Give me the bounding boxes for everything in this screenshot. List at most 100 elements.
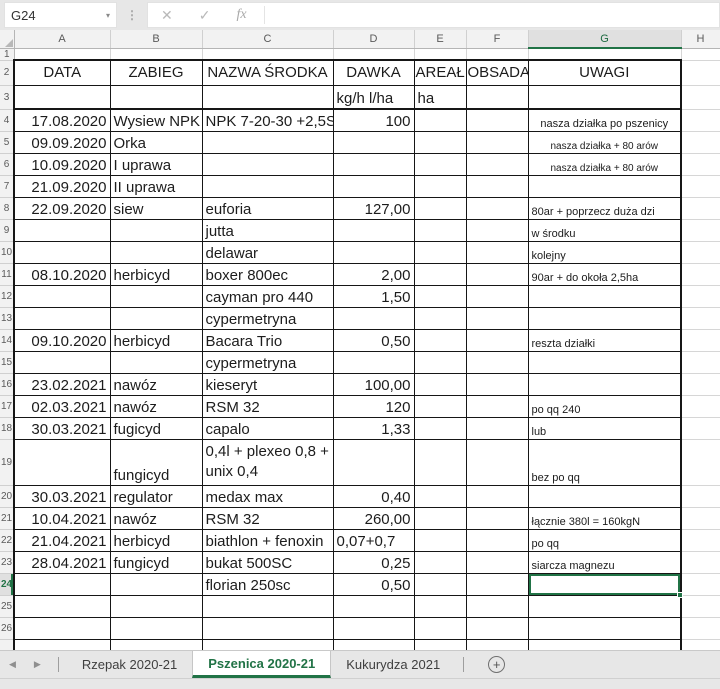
cell-A18[interactable]: 30.03.2021 (13, 417, 111, 440)
cell-G9[interactable]: w środku (528, 219, 682, 242)
cell-G22[interactable]: po qq (528, 529, 682, 552)
cell-G19[interactable]: bez po qq (528, 439, 682, 486)
cell-G14[interactable]: reszta działki (528, 329, 682, 352)
cell-C18[interactable]: capalo (202, 417, 334, 440)
cell-C10[interactable]: delawar (202, 241, 334, 264)
cell-C6[interactable] (202, 153, 334, 176)
cell-B18[interactable]: fugicyd (110, 417, 203, 440)
tab-scroll-left-icon[interactable]: ◀ (9, 659, 16, 669)
cell-G13[interactable] (528, 307, 682, 330)
cell-F6[interactable] (466, 153, 529, 176)
cell-A6[interactable]: 10.09.2020 (13, 153, 111, 176)
cell-D19[interactable] (333, 439, 415, 486)
cell-F10[interactable] (466, 241, 529, 264)
cell-E11[interactable] (414, 263, 467, 286)
column-header-G[interactable]: G (528, 30, 682, 49)
row-header-5[interactable]: 5 (0, 131, 15, 154)
cell-H5[interactable] (681, 131, 720, 154)
cell-A16[interactable]: 23.02.2021 (13, 373, 111, 396)
cell-D8[interactable]: 127,00 (333, 197, 415, 220)
cell-H17[interactable] (681, 395, 720, 418)
cell-E25[interactable] (414, 595, 467, 618)
row-header-20[interactable]: 20 (0, 485, 15, 508)
cell-B1[interactable] (110, 48, 203, 60)
cell-G1[interactable] (528, 48, 682, 60)
cell-G12[interactable] (528, 285, 682, 308)
cell-G25[interactable] (528, 595, 682, 618)
cell-A11[interactable]: 08.10.2020 (13, 263, 111, 286)
cell-F26[interactable] (466, 617, 529, 640)
cell-B14[interactable]: herbicyd (110, 329, 203, 352)
cell-F13[interactable] (466, 307, 529, 330)
cell-B19[interactable]: fungicyd (110, 439, 203, 486)
cell-B26[interactable] (110, 617, 203, 640)
cell-A26[interactable] (13, 617, 111, 640)
cell-G7[interactable] (528, 175, 682, 198)
cell-H3[interactable] (681, 85, 720, 110)
row-header-26[interactable]: 26 (0, 617, 15, 640)
cell-H12[interactable] (681, 285, 720, 308)
cell-D22[interactable]: 0,07+0,7 (333, 529, 415, 552)
cell-C20[interactable]: medax max (202, 485, 334, 508)
cell-F15[interactable] (466, 351, 529, 374)
enter-icon[interactable]: ✓ (198, 6, 211, 23)
cell-A20[interactable]: 30.03.2021 (13, 485, 111, 508)
cell-G4[interactable]: nasza działka po pszenicy (528, 109, 682, 132)
cell-D12[interactable]: 1,50 (333, 285, 415, 308)
cell-D11[interactable]: 2,00 (333, 263, 415, 286)
sheet-tab-pszenica-2020-21[interactable]: Pszenica 2020-21 (192, 651, 332, 678)
cell-H18[interactable] (681, 417, 720, 440)
cell-C3[interactable] (202, 85, 334, 110)
cell-C24[interactable]: florian 250sc (202, 573, 334, 596)
row-header-10[interactable]: 10 (0, 241, 15, 264)
cell-E5[interactable] (414, 131, 467, 154)
column-header-D[interactable]: D (333, 30, 415, 49)
cell-D14[interactable]: 0,50 (333, 329, 415, 352)
cell-A15[interactable] (13, 351, 111, 374)
cell-B10[interactable] (110, 241, 203, 264)
cell-H10[interactable] (681, 241, 720, 264)
cell-B16[interactable]: nawóz (110, 373, 203, 396)
cell-E7[interactable] (414, 175, 467, 198)
cell-D23[interactable]: 0,25 (333, 551, 415, 574)
cell-B13[interactable] (110, 307, 203, 330)
cell-D5[interactable] (333, 131, 415, 154)
cell-B17[interactable]: nawóz (110, 395, 203, 418)
cell-A14[interactable]: 09.10.2020 (13, 329, 111, 352)
cell-A27[interactable] (13, 639, 111, 650)
cell-H26[interactable] (681, 617, 720, 640)
cell-H16[interactable] (681, 373, 720, 396)
cell-C27[interactable] (202, 639, 334, 650)
cell-D17[interactable]: 120 (333, 395, 415, 418)
cell-A12[interactable] (13, 285, 111, 308)
cell-C13[interactable]: cypermetryna (202, 307, 334, 330)
cell-D10[interactable] (333, 241, 415, 264)
cell-A24[interactable] (13, 573, 111, 596)
cell-C14[interactable]: Bacara Trio (202, 329, 334, 352)
column-header-F[interactable]: F (466, 30, 529, 49)
cell-G26[interactable] (528, 617, 682, 640)
cell-E18[interactable] (414, 417, 467, 440)
cell-D6[interactable] (333, 153, 415, 176)
row-header-23[interactable]: 23 (0, 551, 15, 574)
cell-A7[interactable]: 21.09.2020 (13, 175, 111, 198)
cell-A22[interactable]: 21.04.2021 (13, 529, 111, 552)
row-header-4[interactable]: 4 (0, 109, 15, 132)
cell-D2[interactable]: DAWKA (333, 59, 415, 86)
cell-F22[interactable] (466, 529, 529, 552)
cell-A23[interactable]: 28.04.2021 (13, 551, 111, 574)
column-header-C[interactable]: C (202, 30, 334, 49)
cell-A5[interactable]: 09.09.2020 (13, 131, 111, 154)
cell-F20[interactable] (466, 485, 529, 508)
cell-A25[interactable] (13, 595, 111, 618)
cell-A8[interactable]: 22.09.2020 (13, 197, 111, 220)
row-header-16[interactable]: 16 (0, 373, 15, 396)
cell-D15[interactable] (333, 351, 415, 374)
cell-F24[interactable] (466, 573, 529, 596)
cell-C9[interactable]: jutta (202, 219, 334, 242)
cell-A3[interactable] (13, 85, 111, 110)
cell-H13[interactable] (681, 307, 720, 330)
cell-B3[interactable] (110, 85, 203, 110)
cell-F1[interactable] (466, 48, 529, 60)
row-header-1[interactable]: 1 (0, 48, 15, 61)
